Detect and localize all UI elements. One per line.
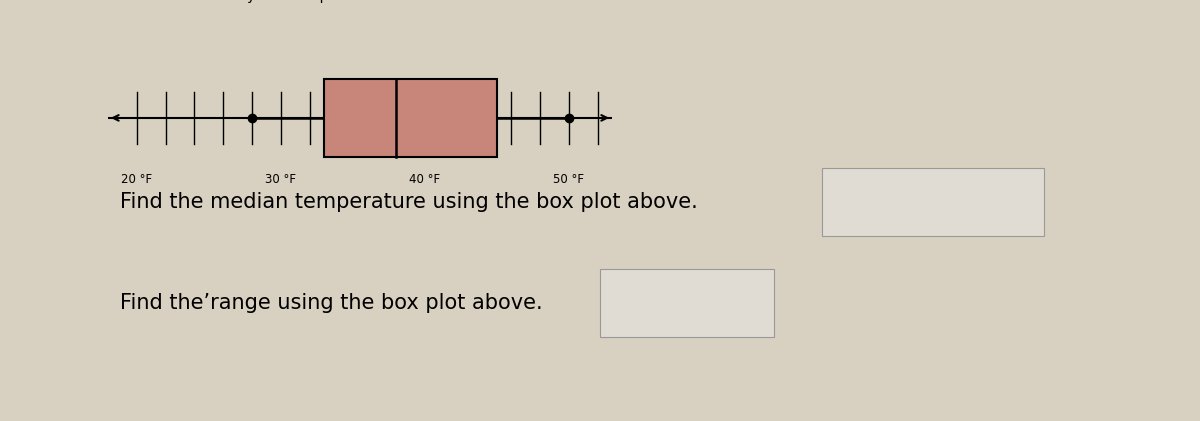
Text: 20 °F: 20 °F	[121, 173, 152, 187]
Text: Find the median temperature using the box plot above.: Find the median temperature using the bo…	[120, 192, 697, 212]
Bar	[600, 269, 774, 337]
Bar	[822, 168, 1044, 236]
Text: 40 °F: 40 °F	[409, 173, 440, 187]
Bar	[324, 79, 497, 157]
Text: 50 °F: 50 °F	[553, 173, 584, 187]
Text: Find the’range using the box plot above.: Find the’range using the box plot above.	[120, 293, 542, 313]
Text: Daily Low Temperature: Daily Low Temperature	[220, 0, 379, 3]
Text: 30 °F: 30 °F	[265, 173, 296, 187]
